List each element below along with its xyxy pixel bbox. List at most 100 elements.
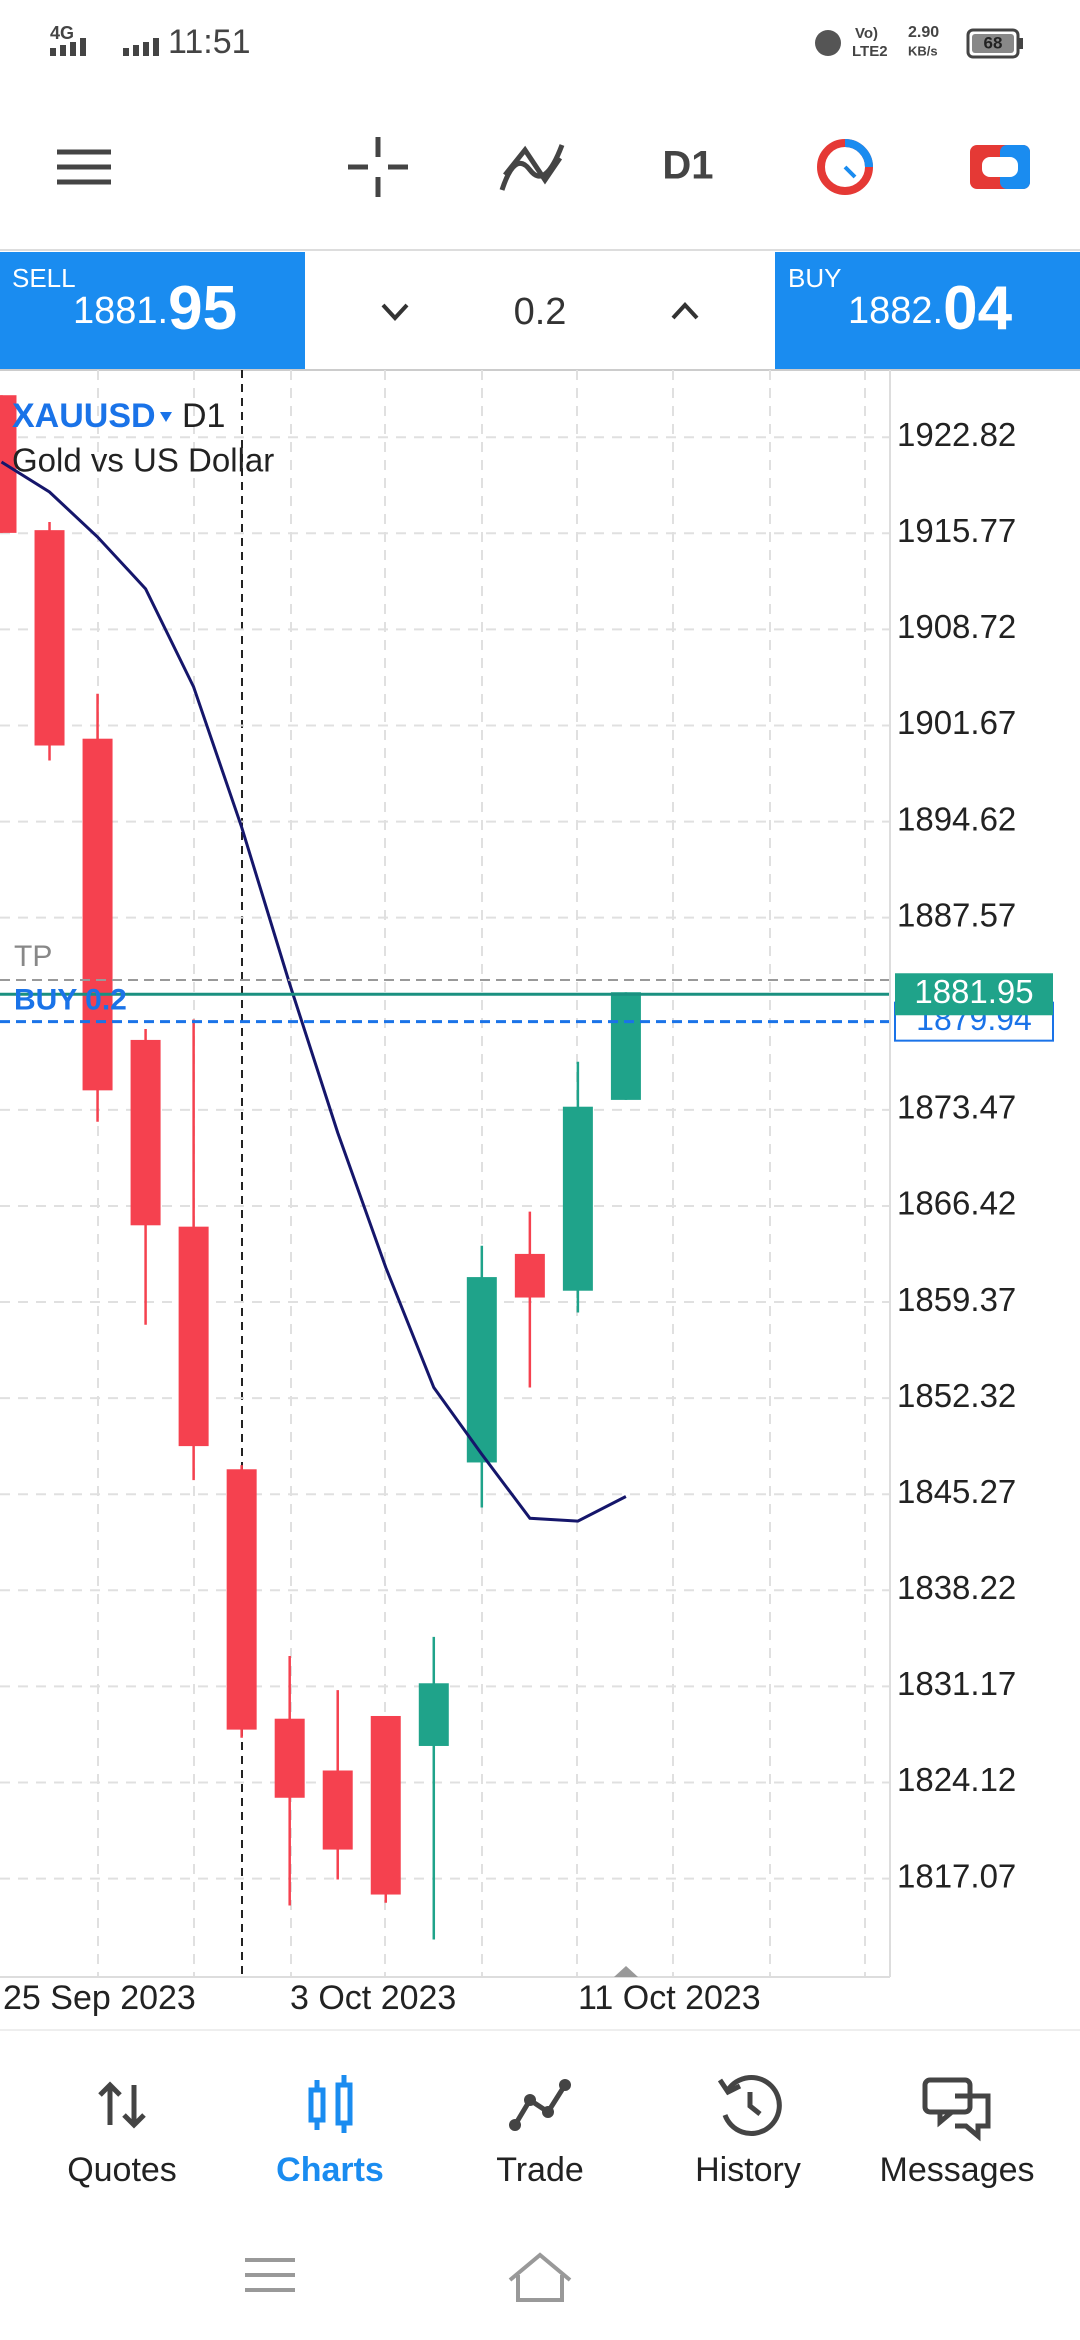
signal	[50, 48, 56, 56]
buy-label: BUY	[788, 263, 841, 293]
battery-percent: 68	[984, 33, 1003, 52]
candle-body	[274, 1718, 305, 1798]
candle-body	[562, 1106, 593, 1291]
nav-item[interactable]: Trade	[496, 2151, 584, 2189]
sell-button[interactable]	[0, 252, 305, 370]
candle-body	[178, 1226, 209, 1447]
y-tick-label: 1838.22	[897, 1569, 1016, 1606]
one-click-button[interactable]	[970, 145, 1030, 189]
network: 4G	[50, 23, 74, 43]
buy-price-pips: 04	[943, 274, 1012, 343]
signal	[70, 42, 76, 56]
tp-label: TP	[14, 940, 52, 973]
candle-body	[514, 1253, 545, 1298]
x-tick-label: 25 Sep 2023	[3, 1979, 196, 2017]
volume-down[interactable]	[381, 303, 409, 321]
crosshair-button[interactable]	[348, 137, 408, 197]
y-tick-label: 1824.12	[897, 1761, 1016, 1798]
signal	[80, 38, 86, 56]
y-tick-label: 1901.67	[897, 704, 1016, 741]
buy-price-main: 1882.	[848, 290, 943, 332]
bid-tag	[895, 973, 1053, 1016]
sell-price-main: 1881.	[73, 290, 168, 332]
buy-button[interactable]	[775, 252, 1080, 370]
symbol[interactable]: XAUUSD	[12, 397, 156, 435]
y-tick-label: 1852.32	[897, 1377, 1016, 1414]
volte: LTE2	[852, 43, 888, 60]
nav-labels: Quotes Charts Trade History Messages	[67, 2151, 1034, 2189]
candle-body	[82, 738, 113, 1091]
trade-panel: SELL 1881.95 0.2 BUY 1882.04	[0, 252, 1080, 370]
y-tick-label: 1887.57	[897, 896, 1016, 933]
candle-body	[0, 395, 17, 533]
nav-item[interactable]: Charts	[276, 2151, 384, 2189]
symbol-timeframe: D1	[182, 397, 225, 435]
indicators-button[interactable]	[499, 144, 565, 191]
bid-price: 1881.95	[914, 973, 1033, 1010]
menu-button[interactable]	[57, 149, 111, 185]
x-tick-label: 11 Oct 2023	[578, 1979, 761, 2017]
y-tick-label: 1866.42	[897, 1185, 1016, 1222]
symbol-description: Gold vs US Dollar	[12, 442, 274, 479]
signal	[123, 48, 129, 56]
sell-label: SELL	[12, 263, 76, 293]
x-tick-label: 3 Oct 2023	[290, 1979, 456, 2017]
y-tick-label: 1817.07	[897, 1857, 1016, 1894]
sell-price: 1881.95	[73, 274, 237, 343]
system-home[interactable]	[508, 2252, 572, 2302]
candle-body	[130, 1039, 161, 1226]
alarm-icon	[815, 30, 841, 56]
signal	[153, 38, 159, 56]
volume-up[interactable]	[671, 302, 699, 320]
candle-body	[418, 1683, 449, 1746]
price-axis: 1922.82 1915.77 1908.72 1901.67 1894.62 1887.…	[897, 416, 1016, 1894]
objects-button[interactable]	[817, 139, 873, 195]
battery	[966, 28, 1020, 59]
messages-icon	[922, 2077, 991, 2142]
history-icon	[717, 2075, 782, 2136]
candle-body	[466, 1277, 497, 1463]
y-tick-label: 1894.62	[897, 800, 1016, 837]
sell-price-pips: 95	[168, 274, 237, 343]
buy-order-label: BUY 0.2	[14, 984, 127, 1017]
y-tick-label: 1922.82	[897, 416, 1016, 453]
candle-body	[370, 1715, 401, 1895]
y-tick-label: 1845.27	[897, 1473, 1016, 1510]
plot-area	[0, 395, 890, 1940]
nav-item[interactable]: History	[695, 2151, 801, 2189]
moving-average	[0, 460, 627, 1523]
signal	[133, 45, 139, 56]
y-tick-label: 1908.72	[897, 608, 1016, 645]
symbol-dropdown[interactable]	[160, 412, 172, 422]
status-bar: 4G 11:51 Vo) LTE2 2.90 KB/s 68	[50, 23, 1023, 61]
candle-body	[322, 1770, 353, 1850]
time: 11:51	[168, 23, 251, 61]
volume[interactable]: 0.2	[514, 291, 567, 333]
scroll-marker	[614, 1966, 638, 1977]
signal	[143, 42, 149, 56]
signal	[60, 45, 66, 56]
candle-body	[226, 1469, 257, 1730]
y-tick-label: 1873.47	[897, 1089, 1016, 1126]
y-tick-label: 1859.37	[897, 1281, 1016, 1318]
toolbar: D1	[57, 137, 1030, 197]
battery-tip	[1019, 38, 1023, 49]
speed-unit: KB/s	[908, 43, 938, 58]
timeframe-button[interactable]: D1	[662, 144, 713, 188]
charts-icon	[308, 2075, 353, 2133]
buy-price: 1882.04	[848, 274, 1013, 343]
nav-item[interactable]: Quotes	[67, 2151, 177, 2189]
volte: Vo)	[855, 25, 878, 42]
bottom-nav	[98, 2075, 991, 2142]
candle-body	[34, 530, 65, 746]
battery-level	[972, 34, 1014, 53]
speed: 2.90	[908, 24, 939, 41]
system-menu[interactable]	[245, 2258, 295, 2292]
trade-icon	[509, 2079, 571, 2131]
candle-body	[610, 992, 641, 1100]
y-tick-label: 1915.77	[897, 512, 1016, 549]
nav-item[interactable]: Messages	[880, 2151, 1035, 2189]
